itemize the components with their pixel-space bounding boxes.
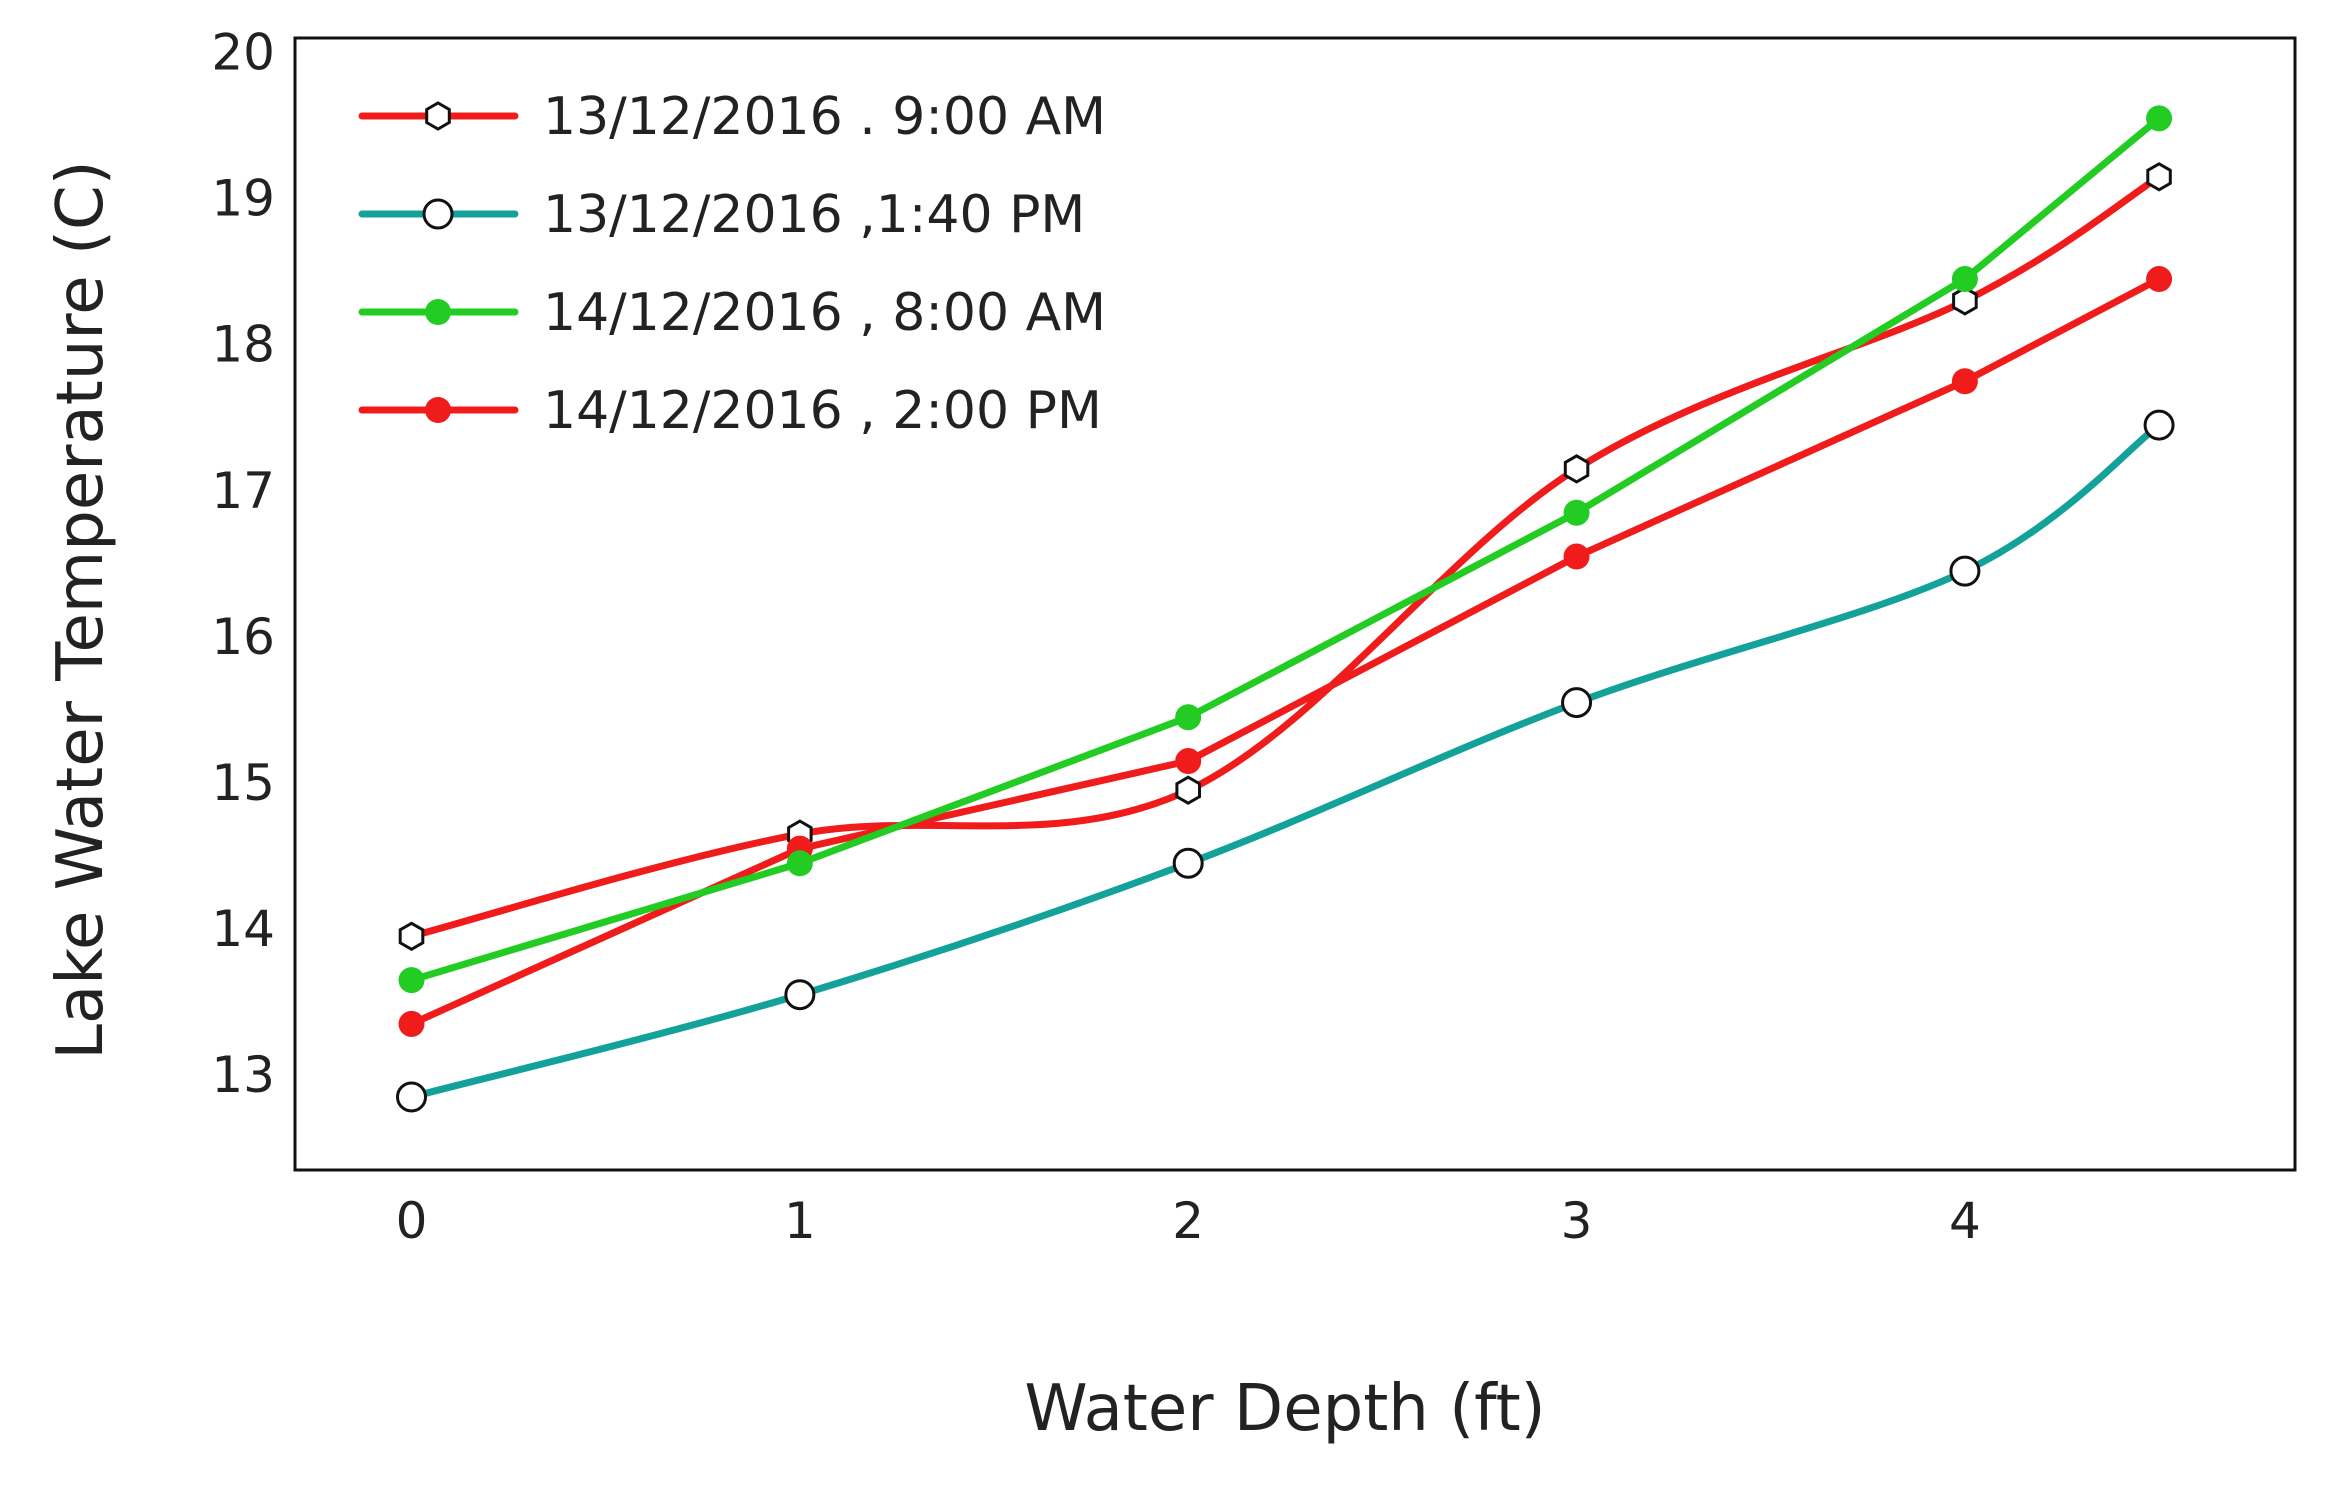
x-tick-label: 2 [1172,1192,1204,1250]
x-axis: 0 1 2 3 4 [396,1192,1981,1250]
series-1 [398,162,2172,952]
series-line [408,421,2163,1101]
y-tick-label: 16 [211,608,275,666]
data-point [1951,266,1978,293]
data-point [1175,748,1202,775]
legend-item: 13/12/2016 ,1:40 PM [358,185,1085,245]
y-tick-label: 18 [211,316,275,374]
legend-marker [422,198,454,230]
series-3 [398,105,2173,994]
legend-marker [425,299,451,325]
legend: 13/12/2016 . 9:00 AM 13/12/2016 ,1:40 PM 1… [358,87,1106,441]
legend-item: 14/12/2016 , 8:00 AM [358,283,1106,343]
y-tick-label: 13 [211,1046,275,1104]
data-point [1949,555,1981,587]
legend-label: 14/12/2016 , 8:00 AM [543,283,1106,343]
x-tick-label: 0 [396,1192,428,1250]
x-axis-title: Water Depth (ft) [1024,1372,1545,1446]
data-point [398,1010,425,1037]
data-point [1561,687,1593,719]
data-point [786,850,813,877]
y-tick-label: 15 [211,754,275,812]
series-2 [396,409,2175,1113]
series-4 [398,266,2173,1037]
data-point [1952,286,1978,316]
data-point [1563,543,1590,570]
series-layer [396,105,2175,1113]
data-point [784,979,816,1011]
data-point [1175,775,1201,805]
data-point [1175,704,1202,731]
data-point [396,1081,428,1113]
legend-label: 14/12/2016 , 2:00 PM [543,381,1102,441]
data-point [2146,266,2173,293]
y-tick-label: 14 [211,900,275,958]
y-tick-label: 17 [211,462,275,520]
legend-marker [425,101,451,131]
y-axis: 13 14 15 16 17 18 19 20 [211,24,275,1104]
x-tick-label: 3 [1561,1192,1593,1250]
legend-item: 14/12/2016 , 2:00 PM [358,381,1102,441]
data-point [2143,409,2175,441]
legend-label: 13/12/2016 . 9:00 AM [543,87,1106,147]
y-tick-label: 20 [211,24,275,82]
series-line [408,114,2163,984]
y-tick-label: 19 [211,170,275,228]
plot-area-border [293,36,2297,1172]
data-point [1172,847,1204,879]
legend-marker [425,397,451,423]
x-tick-label: 1 [784,1192,816,1250]
data-point [1563,499,1590,526]
data-point [1563,454,1590,484]
legend-item: 13/12/2016 . 9:00 AM [358,87,1106,147]
x-tick-label: 4 [1949,1192,1981,1250]
data-point [2146,105,2173,132]
legend-label: 13/12/2016 ,1:40 PM [543,185,1085,245]
y-axis-title: Lake Water Temperature (C) [44,160,118,1059]
data-point [1951,368,1978,395]
series-line [408,275,2163,1028]
data-point [398,921,425,952]
plot-frame [293,36,2297,1172]
data-point [398,967,425,994]
data-point [2146,162,2172,192]
